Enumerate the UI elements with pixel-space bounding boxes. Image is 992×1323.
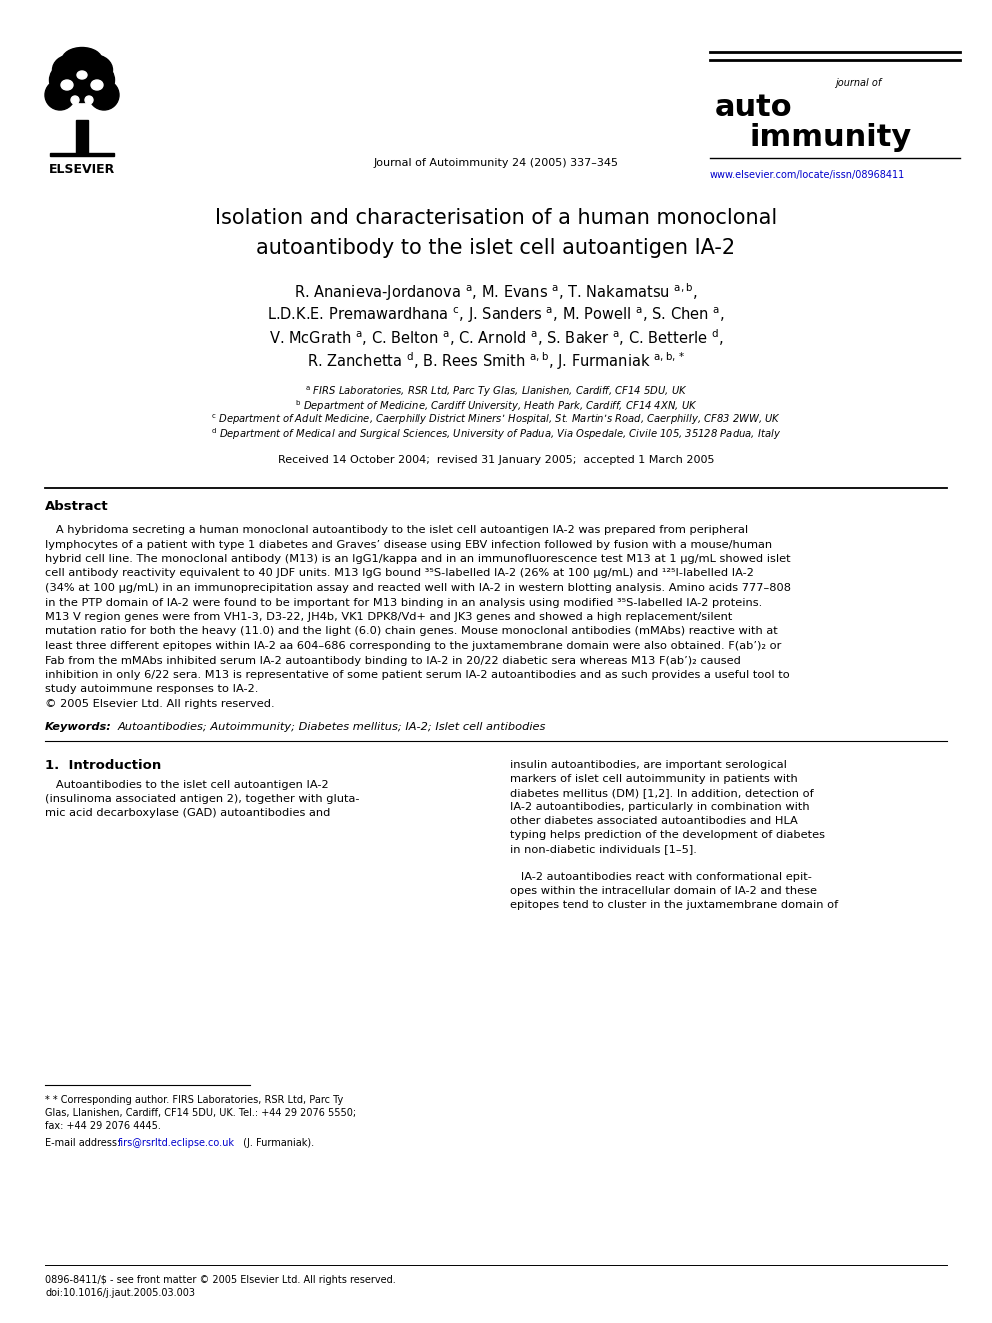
Text: least three different epitopes within IA-2 aa 604–686 corresponding to the juxta: least three different epitopes within IA… xyxy=(45,642,782,651)
Text: Keywords:: Keywords: xyxy=(45,721,112,732)
Text: 1.  Introduction: 1. Introduction xyxy=(45,759,162,773)
Ellipse shape xyxy=(91,79,103,90)
Ellipse shape xyxy=(45,79,75,110)
Text: auto: auto xyxy=(715,94,793,123)
Text: 0896-8411/$ - see front matter © 2005 Elsevier Ltd. All rights reserved.: 0896-8411/$ - see front matter © 2005 El… xyxy=(45,1275,396,1285)
Text: Glas, Llanishen, Cardiff, CF14 5DU, UK. Tel.: +44 29 2076 5550;: Glas, Llanishen, Cardiff, CF14 5DU, UK. … xyxy=(45,1107,356,1118)
Text: autoantibody to the islet cell autoantigen IA-2: autoantibody to the islet cell autoantig… xyxy=(257,238,735,258)
Text: * * Corresponding author. FIRS Laboratories, RSR Ltd, Parc Ty: * * Corresponding author. FIRS Laborator… xyxy=(45,1095,343,1105)
Ellipse shape xyxy=(62,48,102,73)
Text: epitopes tend to cluster in the juxtamembrane domain of: epitopes tend to cluster in the juxtamem… xyxy=(510,901,838,910)
Text: firs@rsrltd.eclipse.co.uk: firs@rsrltd.eclipse.co.uk xyxy=(118,1138,235,1148)
Text: L.D.K.E. Premawardhana $^{\rm c}$, J. Sanders $^{\rm a}$, M. Powell $^{\rm a}$, : L.D.K.E. Premawardhana $^{\rm c}$, J. Sa… xyxy=(267,306,725,325)
Text: IA-2 autoantibodies react with conformational epit-: IA-2 autoantibodies react with conformat… xyxy=(510,872,811,882)
Text: lymphocytes of a patient with type 1 diabetes and Graves’ disease using EBV infe: lymphocytes of a patient with type 1 dia… xyxy=(45,540,772,549)
Ellipse shape xyxy=(89,79,119,110)
Text: in non-diabetic individuals [1–5].: in non-diabetic individuals [1–5]. xyxy=(510,844,696,855)
Text: (34% at 100 μg/mL) in an immunoprecipitation assay and reacted well with IA-2 in: (34% at 100 μg/mL) in an immunoprecipita… xyxy=(45,583,791,593)
Text: Isolation and characterisation of a human monoclonal: Isolation and characterisation of a huma… xyxy=(215,208,777,228)
Text: V. McGrath $^{\rm a}$, C. Belton $^{\rm a}$, C. Arnold $^{\rm a}$, S. Baker $^{\: V. McGrath $^{\rm a}$, C. Belton $^{\rm … xyxy=(269,328,723,348)
Text: in the PTP domain of IA-2 were found to be important for M13 binding in an analy: in the PTP domain of IA-2 were found to … xyxy=(45,598,762,607)
Text: typing helps prediction of the development of diabetes: typing helps prediction of the developme… xyxy=(510,831,825,840)
Text: cell antibody reactivity equivalent to 40 JDF units. M13 IgG bound ³⁵S-labelled : cell antibody reactivity equivalent to 4… xyxy=(45,569,754,578)
Ellipse shape xyxy=(61,79,73,90)
Ellipse shape xyxy=(77,71,87,79)
Text: inhibition in only 6/22 sera. M13 is representative of some patient serum IA-2 a: inhibition in only 6/22 sera. M13 is rep… xyxy=(45,669,790,680)
Text: R. Ananieva-Jordanova $^{\rm a}$, M. Evans $^{\rm a}$, T. Nakamatsu $^{\rm a,b}$: R. Ananieva-Jordanova $^{\rm a}$, M. Eva… xyxy=(295,282,697,303)
Text: IA-2 autoantibodies, particularly in combination with: IA-2 autoantibodies, particularly in com… xyxy=(510,803,809,812)
Text: journal of: journal of xyxy=(835,78,881,89)
Text: Abstract: Abstract xyxy=(45,500,109,512)
Bar xyxy=(76,120,88,155)
Text: Autoantibodies to the islet cell autoantigen IA-2: Autoantibodies to the islet cell autoant… xyxy=(45,781,328,791)
Text: doi:10.1016/j.jaut.2005.03.003: doi:10.1016/j.jaut.2005.03.003 xyxy=(45,1289,195,1298)
Text: mutation ratio for both the heavy (11.0) and the light (6.0) chain genes. Mouse : mutation ratio for both the heavy (11.0)… xyxy=(45,627,778,636)
Ellipse shape xyxy=(50,57,114,102)
Text: $^{\rm d}$ Department of Medical and Surgical Sciences, University of Padua, Via: $^{\rm d}$ Department of Medical and Sur… xyxy=(211,426,781,442)
Text: markers of islet cell autoimmunity in patients with: markers of islet cell autoimmunity in pa… xyxy=(510,774,798,785)
Text: immunity: immunity xyxy=(750,123,913,152)
Text: $^{\rm b}$ Department of Medicine, Cardiff University, Heath Park, Cardiff, CF14: $^{\rm b}$ Department of Medicine, Cardi… xyxy=(295,398,697,414)
Text: $^{\rm c}$ Department of Adult Medicine, Caerphilly District Miners’ Hospital, S: $^{\rm c}$ Department of Adult Medicine,… xyxy=(211,413,781,427)
Text: (insulinoma associated antigen 2), together with gluta-: (insulinoma associated antigen 2), toget… xyxy=(45,795,359,804)
Text: mic acid decarboxylase (GAD) autoantibodies and: mic acid decarboxylase (GAD) autoantibod… xyxy=(45,808,330,819)
Text: R. Zanchetta $^{\rm d}$, B. Rees Smith $^{\rm a,b}$, J. Furmaniak $^{\rm a,b,*}$: R. Zanchetta $^{\rm d}$, B. Rees Smith $… xyxy=(307,351,685,372)
Text: © 2005 Elsevier Ltd. All rights reserved.: © 2005 Elsevier Ltd. All rights reserved… xyxy=(45,699,275,709)
Text: ELSEVIER: ELSEVIER xyxy=(49,163,115,176)
Text: opes within the intracellular domain of IA-2 and these: opes within the intracellular domain of … xyxy=(510,886,817,897)
Text: diabetes mellitus (DM) [1,2]. In addition, detection of: diabetes mellitus (DM) [1,2]. In additio… xyxy=(510,789,813,799)
Bar xyxy=(50,153,114,156)
Text: A hybridoma secreting a human monoclonal autoantibody to the islet cell autoanti: A hybridoma secreting a human monoclonal… xyxy=(45,525,748,534)
Text: $^{\rm a}$ FIRS Laboratories, RSR Ltd, Parc Ty Glas, Llanishen, Cardiff, CF14 5D: $^{\rm a}$ FIRS Laboratories, RSR Ltd, P… xyxy=(305,385,687,400)
Text: other diabetes associated autoantibodies and HLA: other diabetes associated autoantibodies… xyxy=(510,816,798,827)
Text: Fab from the mMAbs inhibited serum IA-2 autoantibody binding to IA-2 in 20/22 di: Fab from the mMAbs inhibited serum IA-2 … xyxy=(45,655,741,665)
Text: Journal of Autoimmunity 24 (2005) 337–345: Journal of Autoimmunity 24 (2005) 337–34… xyxy=(374,157,618,168)
Text: E-mail address:: E-mail address: xyxy=(45,1138,120,1148)
Text: (J. Furmaniak).: (J. Furmaniak). xyxy=(240,1138,314,1148)
Text: Autoantibodies; Autoimmunity; Diabetes mellitus; IA-2; Islet cell antibodies: Autoantibodies; Autoimmunity; Diabetes m… xyxy=(118,721,547,732)
Ellipse shape xyxy=(85,97,93,105)
Ellipse shape xyxy=(71,97,79,105)
Ellipse shape xyxy=(53,56,87,85)
Text: study autoimmune responses to IA-2.: study autoimmune responses to IA-2. xyxy=(45,684,258,695)
Text: www.elsevier.com/locate/issn/08968411: www.elsevier.com/locate/issn/08968411 xyxy=(710,169,906,180)
Text: insulin autoantibodies, are important serological: insulin autoantibodies, are important se… xyxy=(510,761,787,770)
Text: fax: +44 29 2076 4445.: fax: +44 29 2076 4445. xyxy=(45,1121,161,1131)
Text: hybrid cell line. The monoclonal antibody (M13) is an IgG1/kappa and in an immun: hybrid cell line. The monoclonal antibod… xyxy=(45,554,791,564)
Text: Received 14 October 2004;  revised 31 January 2005;  accepted 1 March 2005: Received 14 October 2004; revised 31 Jan… xyxy=(278,455,714,464)
Ellipse shape xyxy=(77,56,112,85)
Text: M13 V region genes were from VH1-3, D3-22, JH4b, VK1 DPK8/Vd+ and JK3 genes and : M13 V region genes were from VH1-3, D3-2… xyxy=(45,613,732,622)
